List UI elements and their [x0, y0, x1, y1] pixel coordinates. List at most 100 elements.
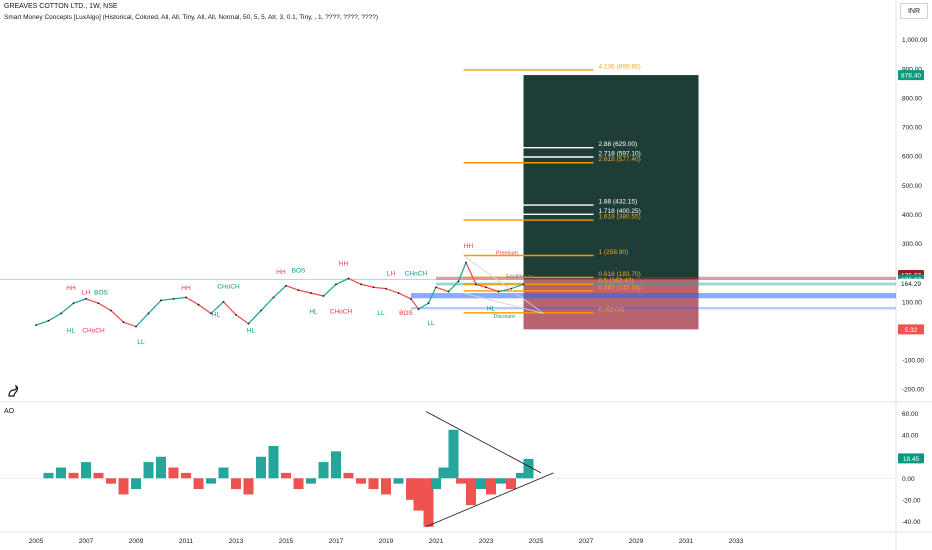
structure-label: HL [247, 327, 256, 334]
price-segment [110, 310, 124, 323]
last-price-badge-c-bg [898, 278, 924, 289]
ao-bar [68, 472, 79, 479]
fib-level-label: 1.618 (380.55) [599, 214, 641, 221]
ao-bar [476, 478, 486, 490]
price-point [435, 286, 437, 289]
indicator-title: Smart Money Concepts [LuxAlgo] (Historic… [4, 14, 379, 21]
price-axis-tick: 100.00 [902, 299, 922, 306]
price-point [417, 308, 420, 310]
stop-price-badge: 5.32 [905, 327, 918, 334]
ao-label: AO [4, 408, 15, 415]
price-segment [173, 296, 187, 300]
price-point [310, 292, 312, 294]
price-segment [498, 288, 512, 293]
price-point [247, 322, 250, 325]
price-segment [135, 312, 149, 328]
pattern-trendline [463, 292, 544, 314]
structure-label: HH [276, 269, 286, 276]
currency-button[interactable]: INR [900, 3, 928, 19]
price-point [260, 309, 262, 312]
ao-bar [281, 472, 291, 479]
stop-zone [523, 279, 699, 330]
price-axis-tick: 1,000.00 [902, 37, 928, 44]
price-point [160, 299, 162, 302]
price-segment [385, 288, 399, 294]
time-axis-tick: 2021 [429, 538, 444, 545]
price-segment [185, 296, 199, 306]
ao-axis-tick: -40.00 [902, 519, 921, 526]
price-segment [410, 298, 420, 310]
price-axis-tick: -100.00 [902, 358, 924, 365]
fib-level-label: 2.718 (597.10) [599, 151, 641, 158]
structure-label: BOS [94, 290, 108, 297]
ao-bar [506, 478, 516, 490]
price-segment [60, 302, 74, 314]
chart-title: GREAVES COTTON LTD., 1W, NSE [4, 3, 118, 10]
price-point [72, 302, 75, 305]
ao-axis-tick: 60.00 [902, 411, 919, 418]
supply-zone [436, 276, 896, 280]
ao-bar [206, 478, 216, 484]
price-point [222, 300, 225, 303]
price-segment [48, 312, 62, 322]
ao-bar [516, 472, 526, 479]
ao-trendline [425, 411, 542, 474]
ao-bar [431, 478, 441, 490]
target-price-badge-bg [898, 70, 924, 81]
price-segment [398, 292, 412, 300]
price-point [97, 302, 100, 305]
price-segment [160, 298, 174, 301]
ao-bar [496, 478, 506, 484]
price-segment [298, 289, 312, 294]
price-point [397, 292, 400, 294]
price-axis-tick: 900.00 [902, 66, 922, 73]
time-axis-tick: 2009 [129, 538, 144, 545]
ao-axis-tick: -20.00 [902, 497, 921, 504]
ao-bar [423, 478, 434, 527]
price-point [447, 290, 450, 293]
ao-bar [193, 478, 204, 490]
price-segment [35, 320, 49, 326]
structure-label: HH [181, 285, 191, 292]
price-segment [273, 285, 287, 298]
price-point [85, 297, 87, 300]
target-price-badge: 878.40 [901, 73, 921, 80]
structure-label: LL [427, 320, 435, 327]
price-segment [98, 302, 112, 312]
ao-bar [306, 478, 316, 484]
time-axis-tick: 2019 [379, 538, 394, 545]
structure-label: CHoCH [405, 271, 428, 278]
price-point [385, 287, 387, 290]
fib-level-label: 0.5 (160.47) [599, 278, 634, 285]
price-segment [475, 283, 487, 288]
ao-bar [106, 478, 116, 484]
price-segment [323, 283, 337, 297]
price-point [135, 325, 137, 328]
price-point [522, 283, 525, 286]
ao-bar [218, 467, 229, 479]
structure-label: HH [339, 260, 349, 267]
ao-bar [43, 472, 54, 479]
ao-bar [231, 478, 241, 490]
ao-axis-tick: 0.00 [902, 476, 915, 483]
price-segment [73, 298, 87, 304]
price-point [210, 312, 212, 315]
ao-bar [466, 478, 476, 506]
price-axis-tick: 700.00 [902, 125, 922, 132]
structure-label: CHoCH [217, 284, 240, 291]
time-axis-tick: 2023 [479, 538, 494, 545]
ao-bar [486, 478, 496, 495]
price-segment [373, 286, 387, 290]
price-point [485, 286, 487, 289]
fib-level-label: 0 (62.04) [599, 306, 625, 313]
time-axis-tick: 2011 [179, 538, 193, 545]
structure-label: LH [387, 271, 396, 278]
price-point [147, 312, 150, 315]
price-point [185, 296, 187, 299]
ao-bar [181, 472, 191, 479]
time-axis-tick: 2007 [79, 538, 94, 545]
price-point [297, 289, 300, 292]
target-zone [523, 75, 699, 280]
ao-trendline [425, 472, 554, 528]
